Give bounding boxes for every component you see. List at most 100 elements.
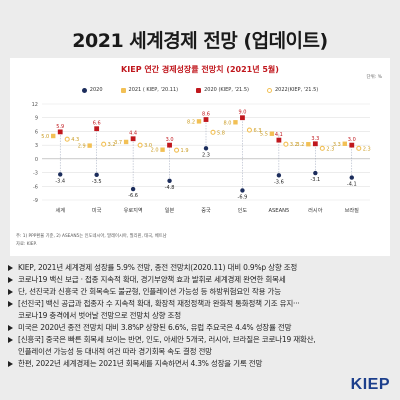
data-label-2022: 3.2: [108, 142, 116, 148]
data-label-2022: 1.9: [181, 148, 189, 154]
legend-label: 2022(KIEP, '21.5): [274, 87, 319, 93]
y-tick-label: 12: [32, 102, 38, 108]
legend-item: 2021 ( KIEP, '20.11): [120, 87, 179, 93]
y-tick-label: 9: [35, 116, 38, 122]
kiep-logo: KIEP: [350, 376, 390, 393]
legend-item: 2020: [81, 87, 103, 93]
chart-plot: -9 -6 -3 0 3 6 9 12 -3.4 5.0 5.9 4.3 세계 -3.5 2.9 6.6 3.2…: [32, 102, 371, 214]
data-label-2022: 6.3: [253, 128, 261, 134]
triangle-bullet-icon: [8, 289, 13, 295]
data-label-2021-new: 9.0: [238, 110, 246, 116]
chart-card: KIEP 연간 경제성장률 전망치 (2021년 5월) 단위: % 2020 2…: [10, 58, 390, 256]
category-label: 유로지역: [124, 206, 143, 214]
data-label-2022: 4.3: [71, 137, 79, 143]
chart-legend: 2020 2021 ( KIEP, '20.11) 2020 (KIEP, '21.…: [10, 87, 390, 93]
bullet-item: 인플레이션 가능성 등 대내적 여건 따라 경기회복 속도 결정 전망: [8, 346, 392, 358]
data-label-2021-new: 8.6: [202, 112, 210, 118]
legend-label: 2021 ( KIEP, '20.11): [128, 87, 179, 93]
bullet-text: 코로나19 충격에서 벗어날 전망으로 전망치 상향 조정: [18, 311, 181, 320]
bullet-text: [신흥국] 중국은 빠른 회복세 보이는 반면, 인도, 아세안 5개국, 러시…: [18, 335, 316, 344]
ring-2022: [356, 145, 362, 151]
square-2021-prev: [342, 141, 347, 146]
legend-item: 2022(KIEP, '21.5): [266, 87, 319, 93]
chart-note: 주: 1) PPP환율 기준, 2) ASEAN5는 인도네시아, 말레이시아,…: [16, 234, 167, 239]
legend-swatch: [196, 87, 202, 93]
square-2021-new: [130, 136, 136, 142]
bullet-text: [선진국] 백신 공급과 접종자 수 지속적 확대, 확장적 재정정책과 완화적…: [18, 299, 300, 308]
ring-2022: [319, 145, 325, 151]
square-2021-new: [240, 115, 245, 121]
data-label-2021-prev: 5.0: [41, 134, 49, 140]
ring-2022: [101, 141, 107, 147]
data-label-2021-prev: 3.2: [296, 142, 304, 148]
chart-title: KIEP 연간 경제성장률 전망치 (2021년 5월): [121, 65, 279, 74]
y-tick-label: -3: [33, 171, 38, 177]
bullet-text: 인플레이션 가능성 등 대내적 여건 따라 경기회복 속도 결정 전망: [18, 347, 212, 356]
chart-source: 자료: KIEP.: [16, 242, 37, 247]
ring-2022: [246, 127, 252, 133]
square-2021-new: [349, 142, 355, 148]
data-label-2020: -3.6: [274, 179, 284, 185]
ring-2022: [174, 147, 180, 153]
bullet-item: 미국은 2020년 종전 전망치 대비 3.8%P 상향된 6.6%, 유럽 주…: [8, 322, 392, 334]
data-label-2021-prev: 5.5: [260, 132, 268, 138]
square-2021-prev: [269, 131, 275, 136]
data-label-2022: 3.0: [144, 143, 152, 149]
data-label-2020: -6.9: [238, 194, 248, 200]
square-2021-new: [167, 142, 172, 148]
data-label-2020: -6.6: [128, 193, 138, 199]
data-label-2022: 3.2: [290, 142, 298, 148]
data-label-2021-new: 4.4: [129, 131, 137, 137]
square-2021-prev: [196, 119, 202, 124]
category-label: 세계: [55, 206, 65, 214]
square-2021-new: [203, 117, 209, 122]
data-label-2021-prev: 8.0: [223, 120, 231, 126]
dot-2020: [130, 186, 136, 192]
legend-label: 2020 (KIEP, '21.5): [204, 87, 249, 93]
dot-2020: [58, 172, 63, 177]
triangle-bullet-icon: [8, 265, 13, 271]
y-tick-label: 3: [35, 143, 38, 149]
y-tick-label: 6: [35, 129, 38, 135]
bullet-item: 한편, 2022년 세계경제는 2021년 회복세를 지속하면서 4.3% 성장…: [8, 358, 392, 370]
y-tick-label: -9: [33, 198, 38, 204]
square-2021-prev: [51, 133, 56, 139]
bullet-item: KIEP, 2021년 세계경제 성장률 5.9% 전망, 종전 전망치(202…: [8, 262, 392, 274]
data-label-2020: 2.3: [202, 152, 210, 158]
data-label-2020: -4.8: [165, 185, 175, 191]
dot-2020: [313, 170, 318, 176]
square-2021-prev: [87, 143, 92, 148]
data-label-2022: 5.8: [217, 130, 225, 136]
data-label-2020: -3.5: [92, 179, 102, 185]
square-2021-prev: [233, 120, 238, 125]
data-label-2021-new: 3.3: [311, 136, 319, 142]
square-2021-new: [94, 126, 100, 132]
data-label-2021-new: 6.6: [93, 121, 101, 127]
bullet-item: 단, 선진국과 신흥국 간 회복속도 불균형, 인플레이션 가능성 등 하방위험…: [8, 286, 392, 298]
y-tick-label: 0: [35, 157, 38, 163]
ring-2022: [283, 141, 289, 147]
chart-unit: 단위: %: [366, 75, 382, 80]
dot-2020: [167, 178, 172, 183]
legend-swatch: [81, 87, 87, 93]
category-label: 브라질: [345, 206, 360, 214]
data-label-2020: -4.1: [347, 182, 357, 188]
legend-item: 2020 (KIEP, '21.5): [196, 87, 249, 93]
bullet-item: [신흥국] 중국은 빠른 회복세 보이는 반면, 인도, 아세안 5개국, 러시…: [8, 334, 392, 346]
bullet-text: 코로나19 백신 보급 · 접종 지속적 확대, 경기부양책 효과 발휘로 세계…: [18, 275, 286, 284]
data-label-2021-prev: 8.2: [187, 119, 195, 125]
data-label-2020: -3.4: [55, 178, 65, 184]
dot-2020: [276, 173, 282, 178]
bullet-item: [선진국] 백신 공급과 접종자 수 지속적 확대, 확장적 재정정책과 완화적…: [8, 298, 392, 310]
bullet-text: 단, 선진국과 신흥국 간 회복속도 불균형, 인플레이션 가능성 등 하방위험…: [18, 287, 281, 296]
ring-2022: [64, 136, 70, 142]
dot-2020: [240, 188, 245, 193]
ring-2022: [210, 129, 216, 135]
data-label-2022: 2.3: [363, 146, 371, 152]
category-label: 미국: [92, 206, 102, 214]
data-label-2021-new: 3.0: [348, 137, 356, 143]
data-label-2021-new: 4.1: [275, 132, 283, 138]
bullet-text: 한편, 2022년 세계경제는 2021년 회복세를 지속하면서 4.3% 성장…: [18, 359, 263, 368]
bullet-item: 코로나19 충격에서 벗어날 전망으로 전망치 상향 조정: [8, 310, 392, 322]
category-label: ASEAN5: [268, 208, 289, 214]
